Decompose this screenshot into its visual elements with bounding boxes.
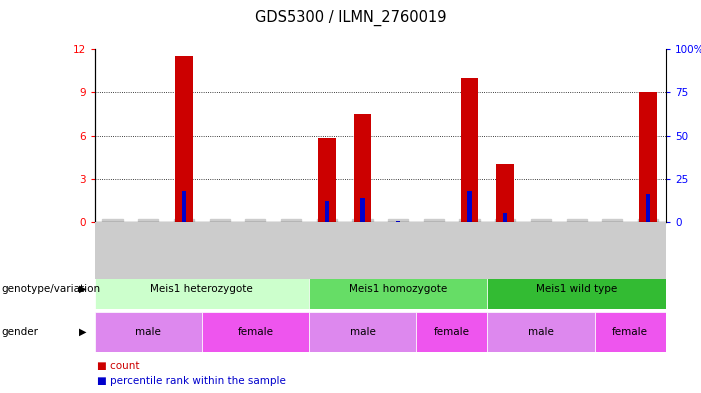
Bar: [416, 312, 487, 352]
Bar: [175, 56, 193, 222]
Bar: [487, 312, 594, 352]
Bar: [325, 201, 329, 222]
Bar: [318, 138, 336, 222]
Text: ▶: ▶: [79, 327, 86, 337]
Text: GDS5300 / ILMN_2760019: GDS5300 / ILMN_2760019: [254, 10, 447, 26]
Text: female: female: [238, 327, 273, 337]
Bar: [461, 78, 479, 222]
Bar: [353, 114, 372, 222]
Bar: [309, 269, 487, 309]
Bar: [646, 195, 651, 222]
Text: female: female: [612, 327, 648, 337]
Text: ■ count: ■ count: [97, 361, 139, 371]
Text: Meis1 heterozygote: Meis1 heterozygote: [151, 284, 253, 294]
Text: genotype/variation: genotype/variation: [1, 284, 100, 294]
Text: Meis1 wild type: Meis1 wild type: [536, 284, 618, 294]
Text: gender: gender: [1, 327, 39, 337]
Bar: [468, 191, 472, 222]
Text: male: male: [350, 327, 375, 337]
Bar: [182, 191, 186, 222]
Bar: [95, 312, 202, 352]
Bar: [95, 269, 309, 309]
Bar: [202, 312, 309, 352]
Text: ■ percentile rank within the sample: ■ percentile rank within the sample: [97, 376, 285, 386]
Text: Meis1 homozygote: Meis1 homozygote: [349, 284, 447, 294]
Bar: [309, 312, 416, 352]
Text: male: male: [528, 327, 554, 337]
Bar: [594, 312, 666, 352]
Bar: [639, 92, 657, 222]
Bar: [496, 164, 515, 222]
Text: male: male: [135, 327, 161, 337]
Bar: [503, 213, 508, 222]
Bar: [487, 269, 666, 309]
Bar: [360, 198, 365, 222]
Text: ▶: ▶: [79, 284, 86, 294]
Text: female: female: [434, 327, 470, 337]
Bar: [396, 221, 400, 222]
